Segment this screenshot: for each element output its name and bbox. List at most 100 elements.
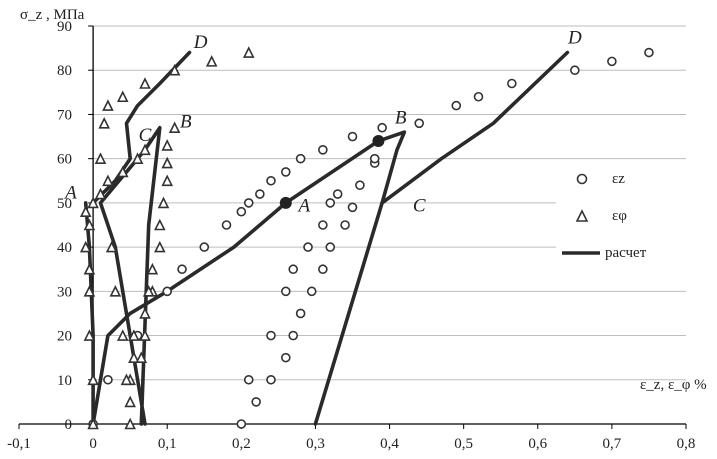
y-tick-label: 20 <box>57 329 72 345</box>
data-point-ephi <box>87 196 99 209</box>
data-point-ephi <box>128 329 140 341</box>
x-tick-label: 0,7 <box>603 436 622 452</box>
data-point-ephi <box>94 187 107 200</box>
data-point-ephi <box>79 240 92 253</box>
x-axis-title: ε_z, ε_φ % <box>640 377 707 393</box>
data-point-ez <box>369 153 380 164</box>
legend-marker-circle <box>576 173 588 185</box>
data-point-ephi <box>87 417 99 430</box>
data-point-ephi <box>142 285 155 297</box>
data-point-ephi <box>83 218 96 231</box>
data-point-ephi <box>168 121 181 134</box>
point-label-c: C <box>413 196 426 217</box>
data-point-ez <box>255 189 265 199</box>
data-point-ez <box>266 330 276 341</box>
data-point-ephi <box>83 262 96 275</box>
data-point-ephi <box>161 139 174 151</box>
data-point-ez <box>332 189 343 199</box>
y-tick-label: 10 <box>57 373 72 389</box>
data-point-ez <box>280 286 291 297</box>
y-axis-title: σ_z , МПа <box>20 7 85 23</box>
data-point-ez <box>295 153 306 164</box>
data-point-ephi <box>116 90 129 103</box>
data-point-ephi <box>161 156 174 169</box>
data-point-ephi <box>161 174 174 187</box>
data-point-ez <box>377 122 387 133</box>
y-tick-label: 0 <box>65 417 73 433</box>
data-point-ez <box>280 167 291 177</box>
legend-label: εφ <box>612 208 627 224</box>
x-tick-label: 0,2 <box>232 436 251 452</box>
data-point-ez <box>266 374 276 385</box>
data-point-ez <box>177 264 187 275</box>
point-label-b: B <box>395 107 407 128</box>
data-point-ez <box>414 118 425 129</box>
y-tick-label: 70 <box>57 107 72 123</box>
data-point-ez <box>221 220 232 230</box>
data-point-ephi <box>94 152 107 164</box>
data-point-ephi <box>116 329 129 341</box>
legend-label: εz <box>612 171 625 187</box>
data-point-ephi <box>98 117 111 129</box>
data-point-ez <box>644 47 654 58</box>
data-point-ez <box>199 242 210 252</box>
data-point-ez <box>266 175 276 186</box>
data-point-ephi <box>139 329 151 341</box>
data-point-ez <box>303 242 313 252</box>
data-point-ez <box>295 308 306 319</box>
model-line-lateral-upper <box>91 50 192 205</box>
data-point-ephi <box>135 351 148 363</box>
data-point-ez <box>318 264 328 275</box>
data-point-ephi <box>139 143 151 156</box>
x-tick-label: 0 <box>89 436 97 452</box>
y-tick-label: 80 <box>57 63 72 79</box>
data-point-ez <box>318 145 328 155</box>
data-point-ephi <box>79 205 92 218</box>
point-label-a: A <box>63 182 77 203</box>
data-point-ephi <box>116 165 129 178</box>
point-label-d: D <box>193 32 208 53</box>
annotations: A C B D A B C D <box>63 28 582 217</box>
data-point-ephi <box>83 285 96 297</box>
data-point-ephi <box>102 174 114 187</box>
data-point-ephi <box>120 373 133 386</box>
x-tick-label: -0,1 <box>7 436 31 452</box>
data-point-ez <box>243 374 254 385</box>
model-line-lateral-left <box>83 201 95 426</box>
y-tick-label: 30 <box>57 284 72 300</box>
data-point-ephi <box>146 262 159 275</box>
point-label-b: B <box>180 112 192 133</box>
point-label-a: A <box>297 196 311 217</box>
data-point-ez <box>347 202 358 213</box>
highlight-point <box>372 134 385 147</box>
data-point-ez <box>325 242 336 252</box>
data-point-ephi <box>124 417 136 430</box>
legend-marker-triangle <box>575 209 589 222</box>
x-tick-label: 0,5 <box>454 436 473 452</box>
data-point-ephi <box>205 55 218 67</box>
model-lines <box>83 50 570 426</box>
data-point-ez <box>162 286 173 297</box>
data-markers <box>79 46 654 430</box>
data-point-ephi <box>131 152 144 164</box>
tick-labels: -0,1 0 0,1 0,2 0,3 0,4 0,5 0,6 0,7 0,8 0 10 20 30 40 50… <box>7 19 695 452</box>
data-point-ez <box>355 180 365 190</box>
data-point-ephi <box>154 218 166 231</box>
y-tick-label: 90 <box>57 19 72 35</box>
data-point-ephi <box>242 46 255 58</box>
data-point-ez <box>347 131 358 142</box>
data-point-ez <box>236 206 247 217</box>
data-point-ephi <box>157 196 170 209</box>
x-tick-label: 0,3 <box>306 436 325 452</box>
y-tick-label: 40 <box>57 240 72 256</box>
point-label-c: C <box>139 125 152 146</box>
data-point-ephi <box>124 395 136 408</box>
legend: εz εφ расчет <box>556 163 686 278</box>
x-tick-label: 0,1 <box>158 436 177 452</box>
data-point-ez <box>340 220 350 230</box>
data-point-ephi <box>102 99 114 111</box>
x-tick-label: 0,4 <box>380 436 399 452</box>
data-point-ez <box>318 220 328 230</box>
data-point-ephi <box>128 351 140 363</box>
